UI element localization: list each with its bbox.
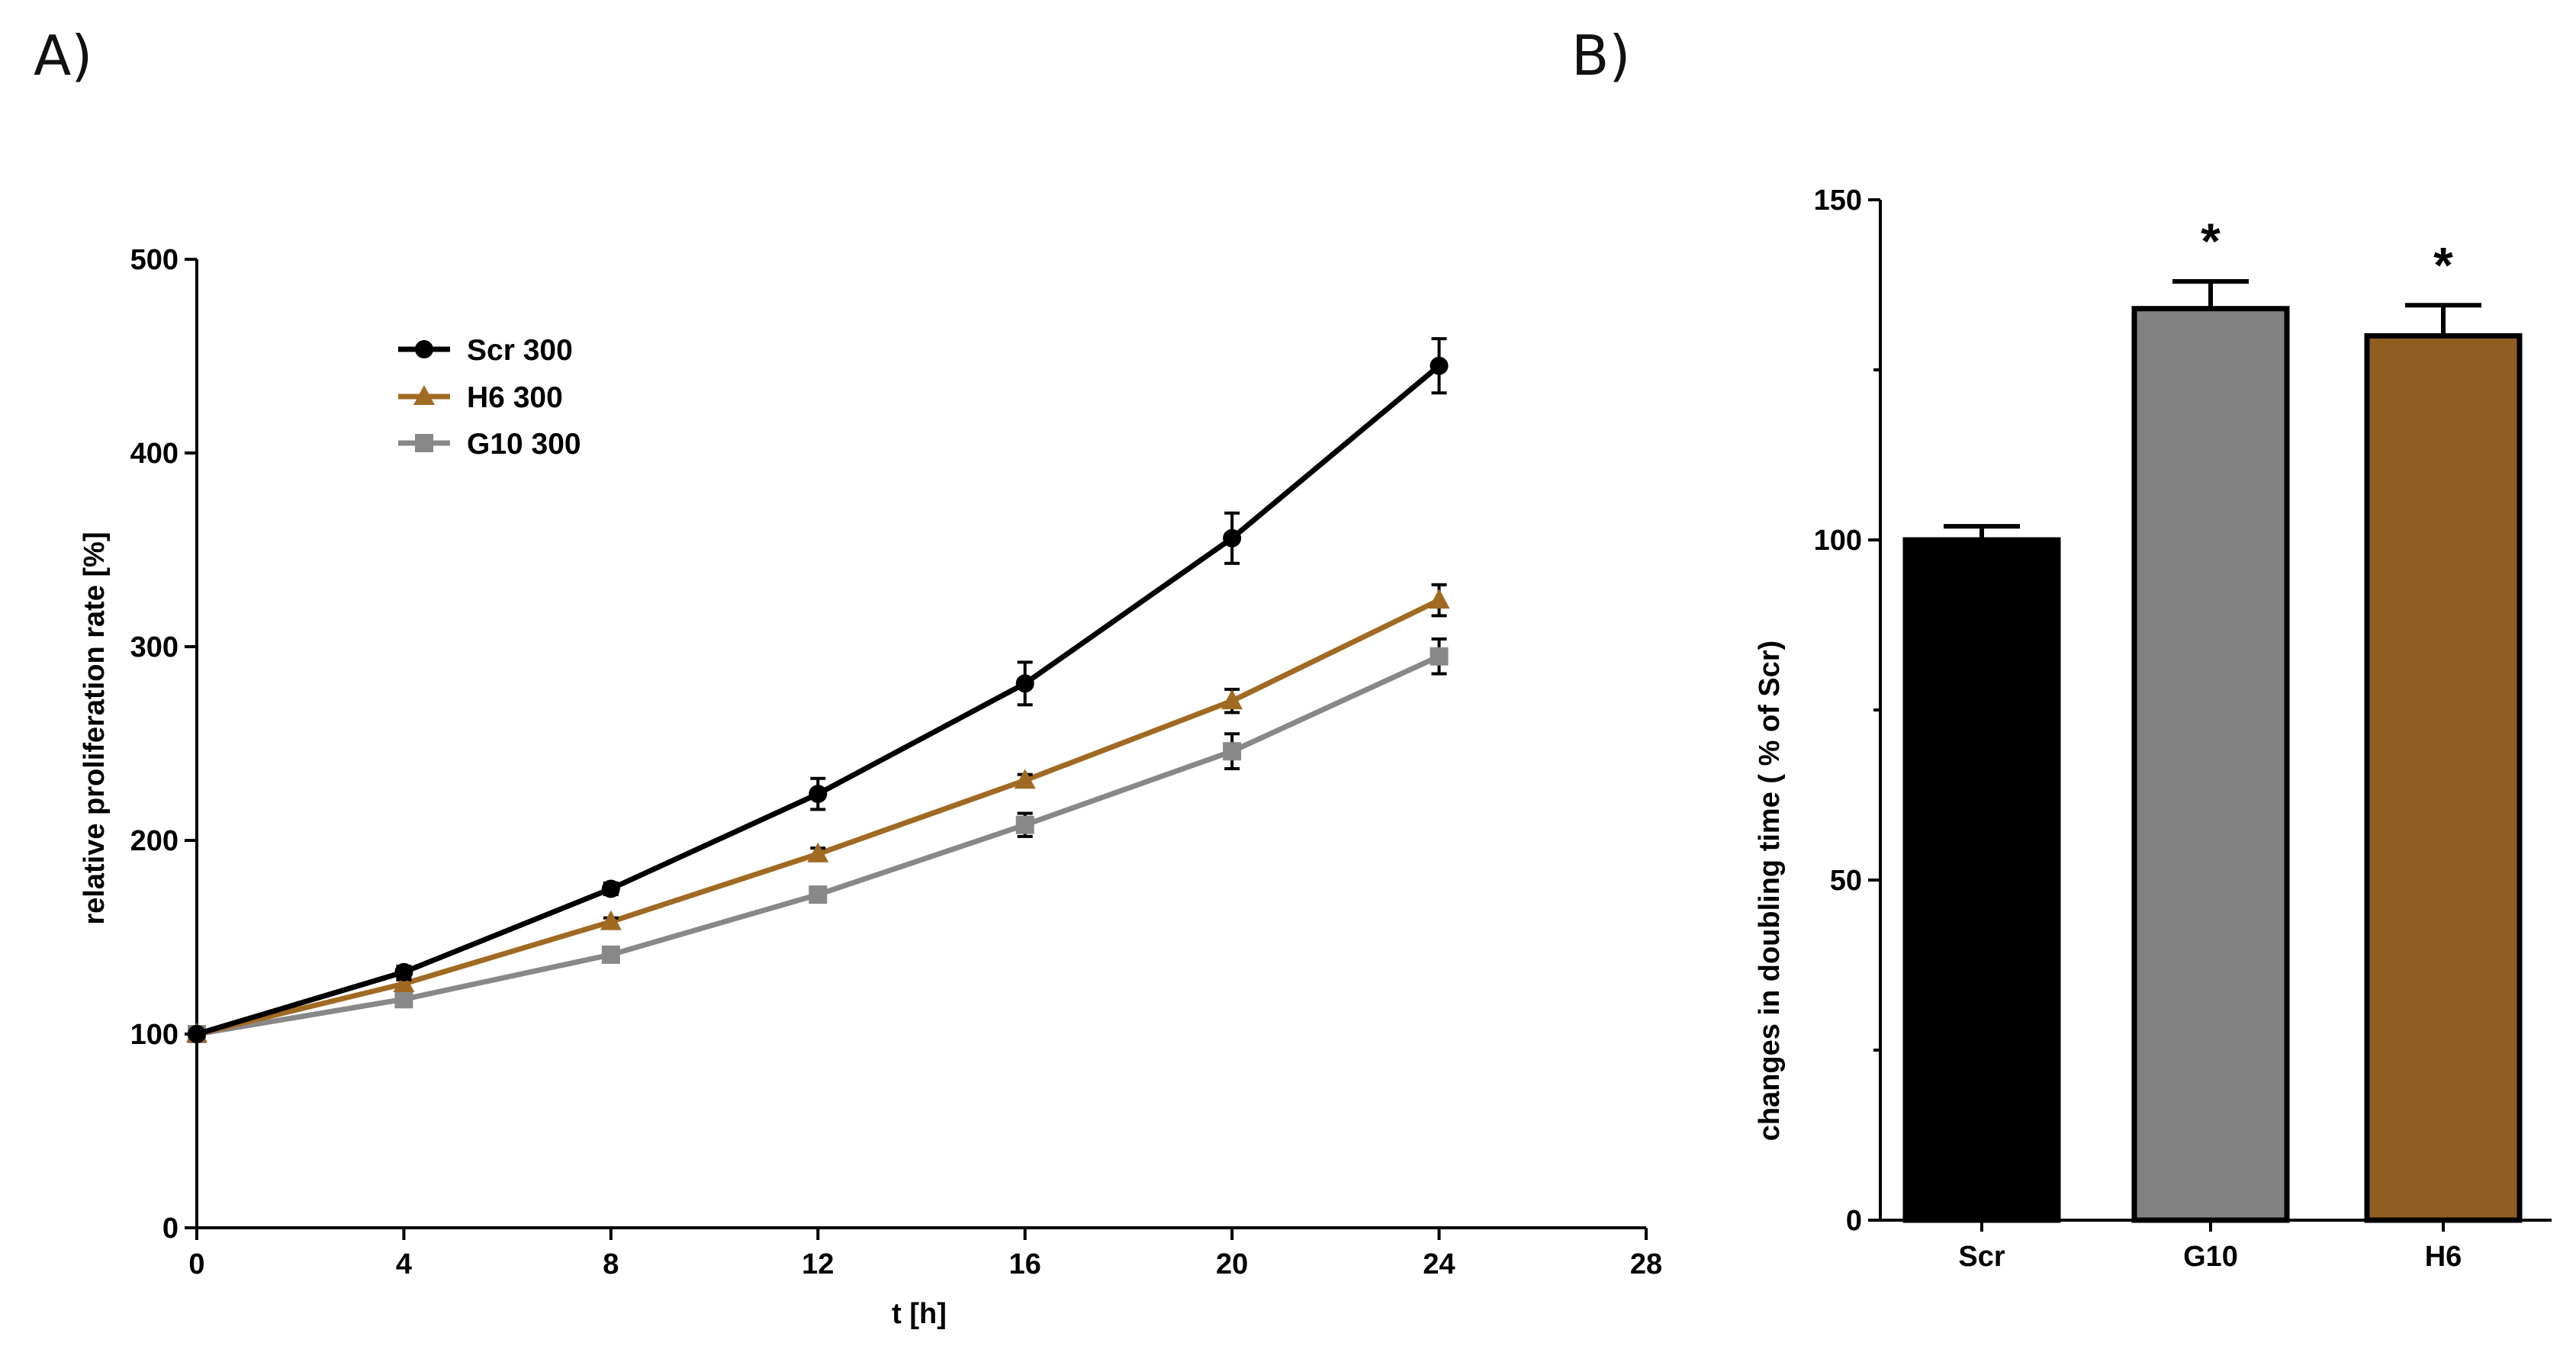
legend-label: G10 300 xyxy=(467,428,581,461)
line-chart-axes xyxy=(185,258,1648,1240)
legend-label: H6 300 xyxy=(467,381,563,414)
data-point-g10-300 xyxy=(601,945,620,964)
data-point-h6-300 xyxy=(1428,589,1450,609)
data-point-g10-300 xyxy=(1223,742,1242,761)
y-tick-label: 150 xyxy=(1814,185,1862,217)
panel-a-label: A) xyxy=(34,24,92,88)
y-tick-label: 0 xyxy=(1846,1205,1862,1237)
data-point-h6-300 xyxy=(1221,689,1243,710)
panel-b-label: B) xyxy=(1571,24,1630,88)
data-point-g10-300 xyxy=(809,885,828,904)
legend-label: Scr 300 xyxy=(467,334,573,367)
x-tick-label: 12 xyxy=(802,1248,834,1280)
x-tick-label: 24 xyxy=(1423,1248,1455,1280)
y-tick-label: 0 xyxy=(162,1213,178,1245)
y-tick-label: 300 xyxy=(130,631,178,663)
data-point-g10-300 xyxy=(1430,647,1449,666)
data-point-h6-300 xyxy=(393,972,415,992)
y-tick-label: 50 xyxy=(1830,865,1862,897)
x-tick-label: 20 xyxy=(1216,1248,1248,1280)
data-point-scr-300 xyxy=(394,962,413,981)
x-tick-label: 16 xyxy=(1009,1248,1041,1280)
x-tick-label-g10: G10 xyxy=(2183,1241,2238,1273)
data-point-scr-300 xyxy=(188,1025,206,1043)
significance-marker: * xyxy=(2433,236,2453,293)
data-point-scr-300 xyxy=(601,879,620,898)
line-chart-legend: Scr 300 H6 300 G10 300 xyxy=(398,334,581,461)
line-chart-x-axis-title: t [h] xyxy=(892,1298,947,1330)
x-tick-label-scr: Scr xyxy=(1958,1241,2005,1273)
legend-swatch-marker xyxy=(413,385,435,405)
x-tick-label-h6: H6 xyxy=(2425,1241,2462,1273)
x-tick-label: 8 xyxy=(603,1248,619,1280)
bar-scr xyxy=(1902,537,2061,1223)
y-tick-label: 100 xyxy=(130,1019,178,1051)
series-line-h6-300 xyxy=(196,597,1441,1037)
bar-g10 xyxy=(2131,306,2290,1223)
legend-swatch-marker xyxy=(415,340,433,358)
legend-entry-g10-300: G10 300 xyxy=(398,428,581,461)
y-tick-label: 500 xyxy=(130,244,178,276)
data-point-g10-300 xyxy=(1015,815,1034,834)
bar-group-g10: G10 * xyxy=(2131,213,2290,1273)
data-point-g10-300 xyxy=(394,990,413,1009)
y-tick-label: 200 xyxy=(130,825,178,857)
significance-marker: * xyxy=(2201,213,2221,269)
series-h6-300 xyxy=(186,583,1450,1042)
data-point-scr-300 xyxy=(1015,674,1034,693)
data-point-h6-300 xyxy=(1014,769,1036,789)
x-tick-label: 4 xyxy=(396,1248,412,1280)
bar-chart-bars: Scr G10 * H6 * xyxy=(1902,213,2523,1273)
data-point-scr-300 xyxy=(1223,528,1242,548)
x-tick-label: 28 xyxy=(1630,1248,1662,1280)
legend-entry-h6-300: H6 300 xyxy=(398,381,563,414)
line-chart: 0 100 200 300 400 500 0 4 8 12 16 20 24 28 t [h] rela… xyxy=(79,244,1662,1330)
data-point-h6-300 xyxy=(807,842,829,863)
line-chart-y-axis-title: relative proliferation rate [%] xyxy=(79,532,111,924)
data-point-scr-300 xyxy=(1430,356,1449,375)
bar-chart-y-axis-title: changes in doubling time ( % of Scr) xyxy=(1754,641,1786,1142)
line-chart-series xyxy=(186,337,1450,1043)
legend-entry-scr-300: Scr 300 xyxy=(398,334,573,367)
bar-chart-tick-labels: 0 50 100 150 xyxy=(1814,185,1862,1237)
x-tick-label: 0 xyxy=(188,1248,204,1280)
bar-chart: 0 50 100 150 changes in doubling time ( % o… xyxy=(1754,185,2552,1273)
line-chart-tick-labels: 0 100 200 300 400 500 0 4 8 12 16 20 24 28 xyxy=(130,244,1663,1280)
data-point-h6-300 xyxy=(600,910,622,930)
y-tick-label: 100 xyxy=(1814,525,1862,557)
bar-group-h6: H6 * xyxy=(2364,236,2523,1273)
bar-group-scr: Scr xyxy=(1902,524,2061,1273)
y-tick-label: 400 xyxy=(130,438,178,470)
legend-swatch-marker xyxy=(415,434,433,452)
series-line-scr-300 xyxy=(195,364,1441,1037)
series-scr-300 xyxy=(188,337,1449,1043)
data-point-scr-300 xyxy=(809,785,828,804)
bar-h6 xyxy=(2364,332,2523,1223)
